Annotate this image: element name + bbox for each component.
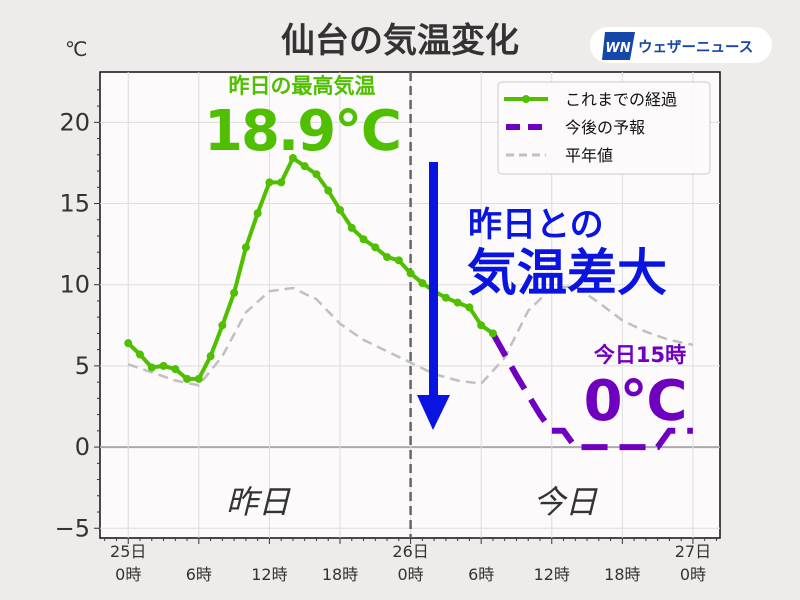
- x-tick-label: 6時: [468, 565, 494, 584]
- y-tick-label: 5: [75, 352, 90, 380]
- temperature-drop-arrow: [417, 162, 450, 430]
- observed-point: [218, 321, 227, 330]
- observed-point: [206, 352, 215, 361]
- legend-observed-label: これまでの経過: [565, 90, 677, 109]
- x-tick-label: 18時: [322, 565, 358, 584]
- today-label: 今日: [533, 483, 598, 521]
- observed-point: [312, 170, 321, 179]
- max-temp-title: 昨日の最高気温: [229, 74, 376, 98]
- logo: WN ウェザーニュース: [590, 27, 772, 63]
- normal-temperature-line: [127, 285, 694, 387]
- observed-point: [371, 243, 380, 252]
- yesterday-label: 昨日: [226, 483, 291, 521]
- observed-point: [159, 361, 168, 370]
- observed-point: [136, 350, 144, 359]
- observed-point: [265, 178, 274, 187]
- observed-point: [383, 253, 392, 262]
- observed-point: [324, 186, 333, 195]
- legend: これまでの経過 今後の予報 平年値: [497, 81, 711, 175]
- observed-point: [241, 243, 250, 252]
- observed-point: [124, 339, 133, 348]
- observed-point: [441, 293, 450, 302]
- observed-point: [394, 256, 403, 265]
- y-tick-label: 20: [59, 108, 90, 136]
- forecast-time-label: 今日15時: [594, 343, 686, 367]
- observed-point: [477, 321, 486, 330]
- observed-point: [418, 279, 427, 288]
- observed-point: [453, 298, 462, 307]
- observed-point: [406, 269, 415, 278]
- observed-point: [359, 235, 368, 244]
- logo-text: ウェザーニュース: [638, 39, 753, 56]
- diff-label-line1: 昨日との: [468, 205, 604, 245]
- x-tick-date: 26日: [392, 542, 428, 561]
- y-tick-label: 10: [59, 271, 90, 299]
- svg-text:WN: WN: [605, 41, 630, 56]
- x-tick-label: 6時: [186, 565, 212, 584]
- x-tick-label: 0時: [680, 565, 706, 584]
- observed-point: [230, 288, 239, 297]
- observed-point: [347, 223, 356, 232]
- diff-label-line2: 気温差大: [467, 244, 667, 302]
- x-tick-label: 12時: [534, 565, 570, 584]
- legend-normal-label: 平年値: [565, 146, 613, 165]
- forecast-temperature-line: [490, 331, 693, 451]
- observed-point: [277, 178, 286, 187]
- max-temp-value: 18.9℃: [204, 99, 400, 164]
- observed-point: [147, 363, 156, 372]
- weathernews-logo-icon: [602, 32, 635, 60]
- observed-point: [194, 374, 203, 383]
- x-tick-date: 25日: [110, 542, 146, 561]
- forecast-temp-value: 0℃: [584, 369, 685, 434]
- x-tick-date: 27日: [675, 542, 711, 561]
- observed-point: [488, 329, 497, 338]
- x-tick-label: 12時: [251, 565, 287, 584]
- y-axis-unit: ℃: [65, 37, 87, 61]
- y-tick-label: 0: [75, 433, 90, 461]
- chart-title: 仙台の気温変化: [281, 21, 519, 61]
- x-tick-label: 18時: [604, 565, 640, 584]
- legend-forecast-label: 今後の予報: [565, 118, 645, 137]
- observed-point: [253, 209, 262, 218]
- observed-point: [288, 154, 297, 163]
- x-tick-label: 0時: [397, 565, 423, 584]
- observed-point: [300, 162, 309, 171]
- observed-point: [183, 374, 192, 383]
- y-tick-label: −5: [55, 514, 90, 542]
- observed-point: [336, 206, 344, 215]
- y-tick-label: 15: [59, 190, 90, 218]
- observed-point: [465, 303, 474, 312]
- observed-point: [171, 365, 180, 374]
- x-tick-label: 0時: [115, 565, 141, 584]
